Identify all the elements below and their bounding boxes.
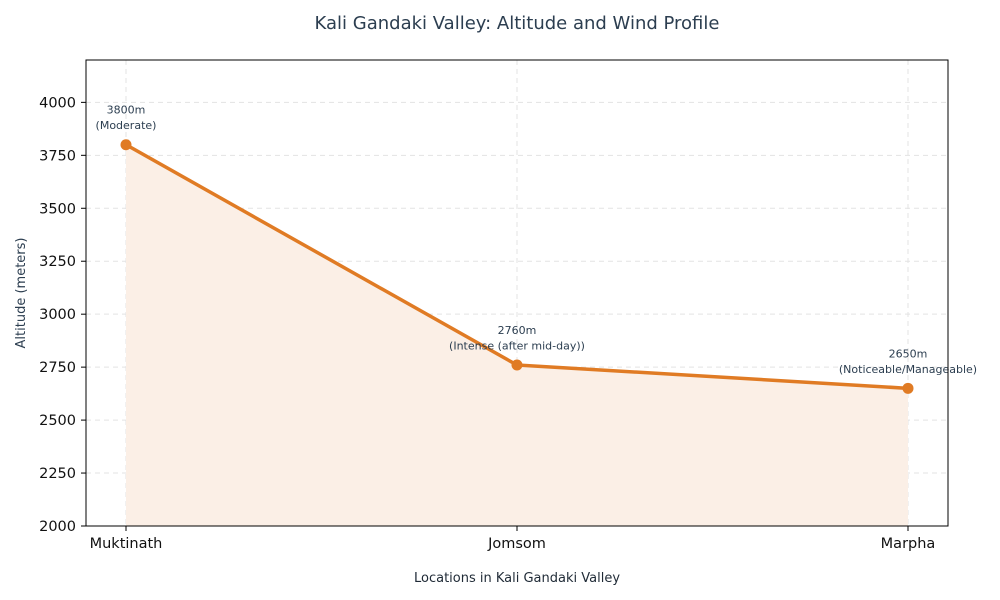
data-points [120, 139, 914, 394]
x-axis-label: Locations in Kali Gandaki Valley [414, 571, 620, 586]
y-tick-label: 2500 [39, 413, 76, 429]
chart-title: Kali Gandaki Valley: Altitude and Wind P… [315, 13, 720, 34]
data-point [902, 382, 914, 394]
altitude-area [126, 144, 908, 526]
data-label: 2650m [889, 347, 928, 360]
data-point [120, 139, 132, 151]
data-label: 2760m [498, 324, 537, 337]
y-tick-label: 3250 [39, 254, 76, 270]
x-tick-label: Jomsom [487, 536, 546, 552]
x-tick-label: Marpha [881, 536, 936, 552]
axis-ticks: 2000 2250 2500 2750 3000 3250 3500 3750 4000 Mukt… [39, 95, 935, 552]
y-tick-label: 4000 [39, 95, 76, 111]
data-label: (Noticeable/Manageable) [839, 363, 977, 376]
data-labels: 3800m (Moderate) 2760m (Intense (after mid-… [96, 104, 978, 376]
data-label: (Intense (after mid-day)) [449, 340, 585, 353]
y-tick-label: 2000 [39, 519, 76, 535]
y-tick-label: 2250 [39, 466, 76, 482]
y-tick-label: 3500 [39, 201, 76, 217]
data-point [511, 359, 523, 371]
y-tick-label: 2750 [39, 360, 76, 376]
y-tick-label: 3750 [39, 148, 76, 164]
data-label: (Moderate) [96, 119, 157, 132]
y-axis-label: Altitude (meters) [14, 238, 29, 349]
data-label: 3800m [107, 104, 146, 117]
x-tick-label: Muktinath [90, 536, 163, 552]
y-tick-label: 3000 [39, 307, 76, 323]
